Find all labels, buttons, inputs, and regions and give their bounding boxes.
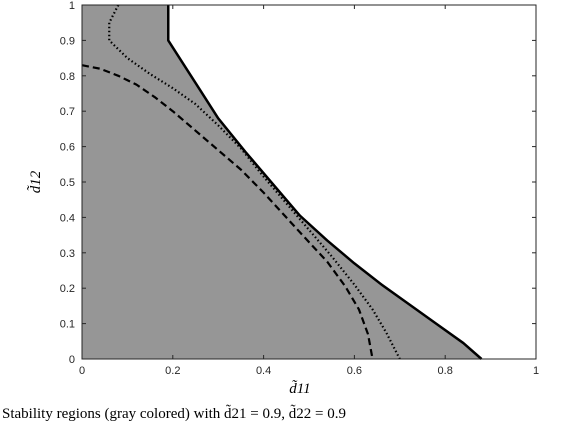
- x-tick-label: 0.2: [165, 365, 180, 377]
- x-axis-ticks: 0 0.2 0.4 0.6 0.8 1: [79, 5, 539, 377]
- series-solid-line: [167, 5, 483, 360]
- x-tick-label: 1: [533, 365, 539, 377]
- y-tick-label: 0.6: [60, 142, 75, 154]
- y-axis-ticks: 0 0.1 0.2 0.3 0.4 0.5 0.6 0.7 0.8 0.9 1: [60, 0, 536, 366]
- y-tick-label: 0.1: [60, 319, 75, 331]
- y-tick-label: 0.7: [60, 106, 75, 118]
- figure-caption: Stability regions (gray colored) with d̃…: [2, 404, 346, 422]
- x-tick-label: 0.8: [438, 365, 453, 377]
- y-tick-label: 0.5: [60, 177, 75, 189]
- series-dashed-line: [81, 64, 374, 360]
- y-tick-label: 0.8: [60, 71, 75, 83]
- y-tick-label: 0.2: [60, 283, 75, 295]
- x-axis-title: d̃11: [289, 380, 310, 397]
- y-tick-label: 0: [69, 354, 75, 366]
- y-tick-label: 0.4: [60, 212, 75, 224]
- plot-area: [81, 4, 537, 360]
- x-tick-label: 0.6: [347, 365, 362, 377]
- x-tick-label: 0: [79, 365, 85, 377]
- y-tick-label: 1: [69, 0, 75, 12]
- y-tick-label: 0.3: [60, 248, 75, 260]
- series-dotted-line: [108, 4, 401, 360]
- series-layer: [81, 4, 483, 360]
- stable-region-fill: [82, 5, 482, 359]
- y-tick-label: 0.9: [60, 35, 75, 47]
- y-axis-title: d̃12: [27, 170, 44, 193]
- x-tick-label: 0.4: [256, 365, 271, 377]
